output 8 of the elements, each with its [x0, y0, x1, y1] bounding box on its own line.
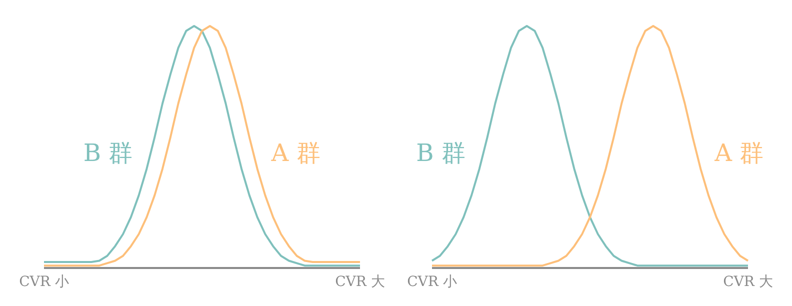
x-tick-label: CVR 大 — [723, 274, 773, 290]
x-tick-label: CVR 大 — [335, 274, 385, 290]
series-label: A 群 — [270, 138, 320, 167]
x-tick-label: CVR 小 — [19, 274, 69, 290]
x-tick-label: CVR 小 — [407, 274, 457, 290]
series-label: B 群 — [416, 138, 466, 167]
series-label: A 群 — [714, 138, 764, 167]
series-label: B 群 — [83, 138, 133, 167]
